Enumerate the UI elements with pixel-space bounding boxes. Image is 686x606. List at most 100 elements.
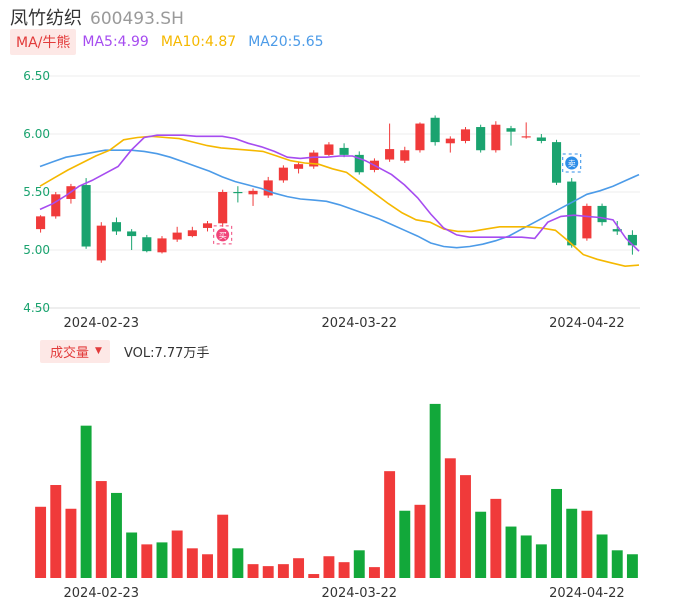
candle bbox=[309, 152, 319, 167]
volume-bar bbox=[460, 475, 471, 578]
y-tick-label: 5.00 bbox=[23, 243, 50, 257]
candle bbox=[627, 234, 637, 246]
y-tick-label: 4.50 bbox=[23, 301, 50, 315]
candle bbox=[597, 205, 607, 223]
candle bbox=[96, 225, 106, 261]
candle bbox=[157, 238, 167, 253]
stock-code: 600493.SH bbox=[90, 9, 184, 29]
candle bbox=[339, 147, 349, 155]
volume-bar bbox=[505, 526, 517, 578]
candle bbox=[51, 194, 61, 217]
marker-frame bbox=[562, 153, 582, 173]
candle bbox=[445, 138, 455, 144]
volume-bar bbox=[293, 558, 305, 578]
candle bbox=[521, 136, 531, 138]
volume-bar bbox=[262, 566, 274, 578]
volume-indicator-selector[interactable]: 成交量 ▼ bbox=[40, 339, 110, 363]
candle bbox=[460, 129, 471, 141]
ma5-legend: MA5:4.99 bbox=[82, 34, 149, 50]
candle bbox=[202, 223, 213, 228]
ma10-line bbox=[39, 135, 640, 268]
x-tick-label: 2024-04-22 bbox=[549, 316, 625, 331]
x-tick-label: 2024-03-22 bbox=[321, 586, 397, 601]
volume-value: VOL:7.77万手 bbox=[123, 345, 210, 361]
volume-bar bbox=[399, 510, 411, 578]
candle bbox=[400, 150, 410, 161]
candle bbox=[476, 127, 486, 151]
volume-bar bbox=[35, 506, 47, 578]
candle bbox=[142, 237, 152, 252]
candle bbox=[111, 222, 122, 232]
ma-indicator-selector[interactable]: MA/牛熊 bbox=[10, 29, 77, 55]
price-grid bbox=[33, 75, 640, 309]
candle bbox=[582, 205, 592, 239]
caret-down-icon: ▼ bbox=[95, 346, 102, 356]
volume-bar bbox=[156, 542, 168, 578]
marker-label: 卖 bbox=[568, 160, 576, 169]
volume-bar bbox=[520, 535, 532, 578]
volume-bar bbox=[232, 548, 244, 578]
volume-bar bbox=[611, 550, 623, 578]
volume-bar bbox=[429, 403, 441, 578]
ma-lines bbox=[39, 134, 640, 268]
candle bbox=[567, 181, 577, 246]
volume-bar bbox=[490, 498, 502, 578]
volume-bar bbox=[126, 532, 138, 578]
buy-signal-icon: 买 bbox=[213, 225, 233, 245]
candle bbox=[127, 231, 137, 237]
volume-legend: 成交量 ▼ VOL:7.77万手 bbox=[40, 339, 210, 363]
candle bbox=[354, 154, 364, 173]
volume-bar bbox=[186, 548, 198, 578]
volume-bar bbox=[247, 564, 259, 578]
ma5-line bbox=[39, 134, 640, 252]
volume-bar bbox=[384, 471, 396, 578]
x-tick-label: 2024-02-23 bbox=[64, 586, 140, 601]
candle bbox=[551, 142, 562, 183]
ma-legend: MA/牛熊 MA5:4.99 MA10:4.87 MA20:5.65 bbox=[10, 29, 324, 55]
stock-header: 凤竹纺织 600493.SH bbox=[10, 4, 184, 29]
volume-bar bbox=[80, 425, 92, 578]
volume-bar bbox=[141, 544, 153, 578]
candlestick-series bbox=[36, 115, 637, 263]
x-tick-label: 2024-04-22 bbox=[549, 586, 625, 601]
volume-bar bbox=[217, 514, 229, 578]
y-tick-label: 6.00 bbox=[23, 127, 50, 141]
y-tick-label: 6.50 bbox=[23, 69, 50, 83]
candle bbox=[491, 124, 501, 151]
ma20-line bbox=[39, 149, 640, 249]
volume-series bbox=[35, 403, 638, 578]
volume-bar bbox=[202, 554, 213, 578]
candle bbox=[187, 230, 197, 237]
volume-bar bbox=[444, 458, 456, 578]
candle bbox=[506, 128, 516, 132]
y-tick-label: 5.50 bbox=[23, 185, 50, 199]
signal-markers: 买卖 bbox=[213, 153, 582, 245]
volume-bar bbox=[566, 508, 578, 578]
volume-bar bbox=[65, 508, 77, 578]
price-axis: 6.50 6.00 5.50 5.00 4.50 bbox=[23, 69, 50, 315]
candle bbox=[415, 123, 425, 151]
volume-bar bbox=[277, 564, 289, 578]
volume-bar bbox=[596, 534, 608, 578]
sell-signal-icon: 卖 bbox=[562, 153, 582, 173]
candle bbox=[612, 229, 622, 232]
marker-dot bbox=[565, 156, 579, 170]
candle bbox=[278, 167, 288, 181]
volume-bar bbox=[368, 567, 380, 578]
candle bbox=[324, 144, 334, 155]
candle bbox=[294, 164, 304, 169]
date-axis: 2024-02-23 2024-03-22 2024-04-22 bbox=[64, 316, 625, 331]
candle bbox=[385, 149, 395, 160]
marker-frame bbox=[213, 225, 233, 245]
volume-bar bbox=[338, 562, 350, 578]
marker-dot bbox=[216, 228, 230, 242]
volume-indicator-label: 成交量 bbox=[50, 345, 90, 361]
volume-bar bbox=[475, 511, 487, 578]
volume-bar bbox=[95, 481, 107, 578]
volume-bar bbox=[353, 550, 365, 578]
volume-bar bbox=[581, 510, 593, 578]
volume-bar bbox=[535, 544, 547, 578]
stock-name: 凤竹纺织 bbox=[10, 8, 82, 29]
candle bbox=[263, 180, 273, 196]
